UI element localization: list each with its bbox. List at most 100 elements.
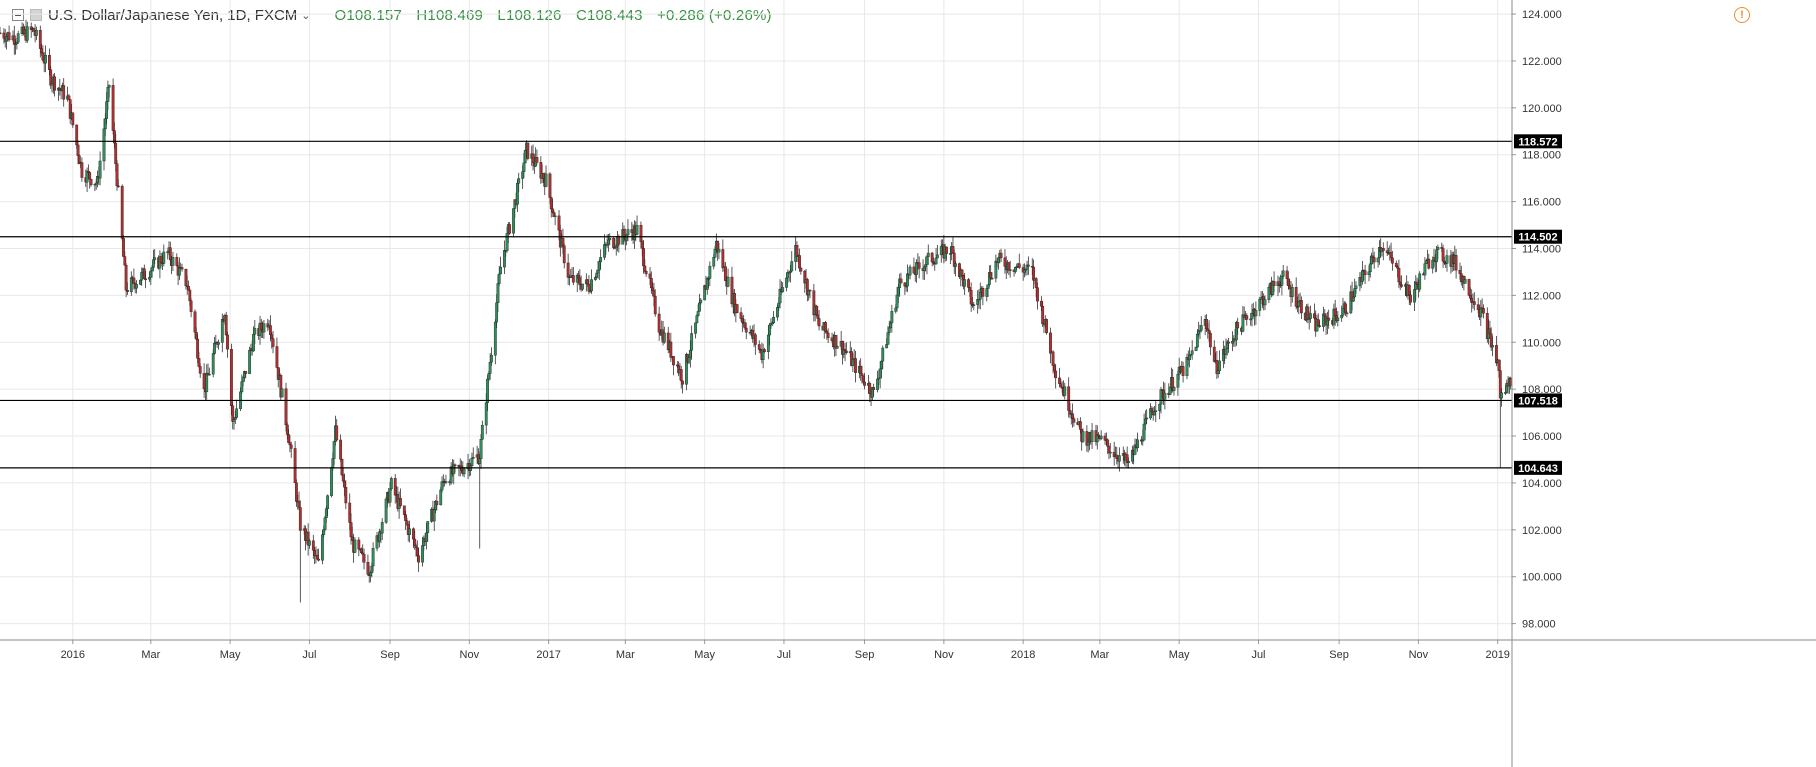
candle-down [132,277,136,284]
candle-up [1185,357,1189,376]
candle-up [1142,423,1146,441]
candle-down [799,267,803,272]
candle-down [1206,328,1210,331]
candle-down [269,325,272,335]
y-tick-label: 100.000 [1522,572,1562,584]
candle-up [452,464,456,475]
candle-down [293,448,297,484]
candle-down [1389,252,1393,259]
candle-up [772,316,775,324]
y-tick-label: 124.000 [1522,9,1562,21]
candle-up [1376,257,1380,263]
candle-up [486,378,489,403]
candle-up [505,233,509,251]
candle-up [777,302,781,308]
candle-down [404,514,408,522]
candle-down [1236,322,1240,329]
candle-down [80,162,84,178]
candle-up [1340,314,1344,319]
open-value: O108.157 [334,6,403,24]
candle-down [586,279,590,285]
candle-up [690,333,694,351]
candle-down [289,444,293,449]
x-tick-label: Nov [1409,649,1429,661]
candle-up [1341,308,1345,316]
candle-down [1472,301,1476,305]
candle-up [972,304,976,306]
candle-up [241,377,245,382]
candle-down [1327,317,1331,321]
candle-up [162,251,166,264]
candle-up [35,30,38,36]
candle-down [1489,333,1493,348]
x-tick-label: May [220,649,241,661]
y-tick-label: 112.000 [1522,290,1561,302]
candle-down [349,522,353,538]
warning-circle-icon[interactable]: ! [1734,7,1750,23]
candle-up [1008,269,1012,271]
y-tick-label: 110.000 [1522,337,1561,349]
candle-up [922,266,926,271]
candle-down [1488,328,1492,334]
candle-down [930,252,934,263]
candle-up [889,322,892,328]
candle-up [935,254,939,259]
candle-down [188,289,192,302]
candle-down [48,55,51,70]
time-axis[interactable]: 2016 Mar May Jul Sep Nov 2017 Mar May Jul Sep Nov 20… [0,639,1816,661]
candle-down [402,505,406,515]
candle-up [1445,255,1449,264]
candle-up [1309,313,1312,319]
candle-up [726,276,730,287]
candle-down [1059,383,1063,388]
candle-up [512,208,515,234]
candle-down [967,279,970,288]
minus-square-icon[interactable] [12,9,24,21]
candle-up [1435,249,1438,263]
level-price-tag [1514,460,1562,475]
candle-down [298,507,302,531]
candle-down [724,266,727,281]
candle-up [1168,387,1172,395]
candle-down [1017,263,1021,268]
candle-down [1045,319,1048,334]
chevron-down-icon[interactable]: ⌄ [301,9,311,22]
candle-down [744,327,748,333]
candle-down [657,313,661,333]
candle-down [951,246,955,254]
symbol-title[interactable]: U.S. Dollar/Japanese Yen, 1D, FXCM [48,6,298,24]
candle-up [934,257,938,265]
candle-down [551,208,554,213]
candle-up [594,277,597,280]
candle-up [1345,312,1349,315]
candle-up [490,355,493,363]
candle-down [348,502,352,523]
candle-up [597,261,601,271]
candle-up [1281,270,1285,277]
candle-down [1007,262,1011,271]
y-tick-label: 118.000 [1522,150,1561,162]
candle-up [496,283,500,303]
candle-down [981,287,985,297]
candle-down [945,246,948,254]
candle-up [1163,392,1167,400]
candle-up [1153,411,1156,416]
candle-up [954,263,957,267]
candle-down [122,238,125,257]
candle-up [233,417,237,420]
candle-up [322,529,326,535]
candle-down [189,300,193,312]
candle-up [978,292,982,300]
candle-down [275,346,279,368]
candle-up [712,257,716,267]
candle-down [653,295,657,315]
candle-down [71,112,75,126]
candle-down [652,290,656,297]
x-tick-label: Sep [1329,649,1349,661]
candle-up [939,246,943,256]
price-axis[interactable]: 98.000 100.000 102.000 104.000 106.000 108.00… [1511,0,1562,767]
candle-up [1159,389,1163,405]
candle-up [323,517,327,530]
candle-up [25,26,29,41]
